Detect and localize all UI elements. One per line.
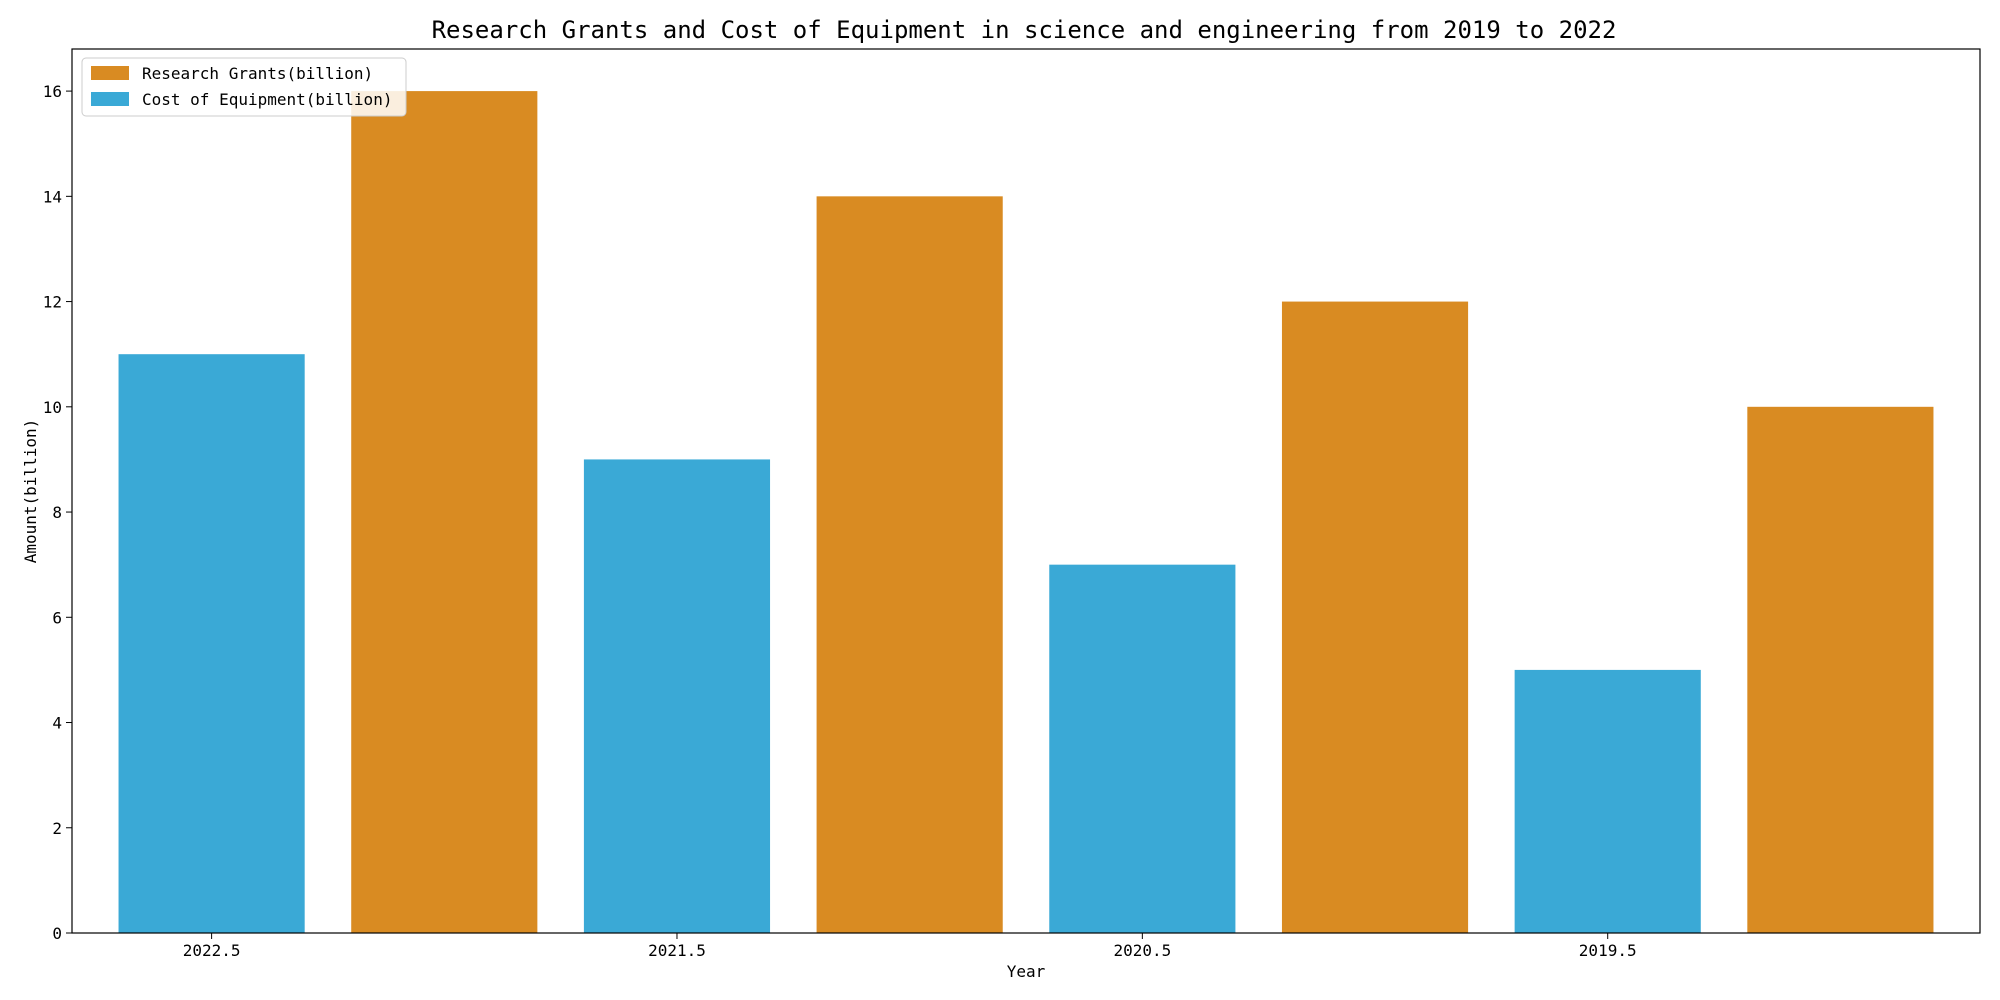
plot-bars: [119, 91, 1934, 933]
x-tick-label-2: 2020.5: [1113, 941, 1171, 960]
y-tick-label-2: 4: [52, 714, 62, 733]
y-tick-label-4: 8: [52, 503, 62, 522]
bar-series-0-2: [1282, 302, 1468, 933]
y-tick-label-5: 10: [43, 398, 62, 417]
bar-series-1-2: [1049, 565, 1235, 933]
y-tick-label-8: 16: [43, 82, 62, 101]
chart-title: Research Grants and Cost of Equipment in…: [432, 16, 1617, 44]
legend: Research Grants(billion) Cost of Equipmen…: [82, 58, 406, 116]
legend-swatch-1: [91, 92, 129, 106]
legend-label-0: Research Grants(billion): [142, 64, 373, 83]
bar-series-0-0: [351, 91, 537, 933]
y-tick-label-6: 12: [43, 293, 62, 312]
x-tick-label-3: 2019.5: [1579, 941, 1637, 960]
y-tick-label-3: 6: [52, 608, 62, 627]
bar-series-0-3: [1747, 407, 1933, 933]
bar-series-1-0: [119, 354, 305, 933]
bar-series-1-3: [1515, 670, 1701, 933]
legend-label-1: Cost of Equipment(billion): [142, 90, 392, 109]
bar-series-1-1: [584, 459, 770, 933]
y-axis: 0 2 4 6 8 10 12 14 16: [43, 82, 72, 943]
x-axis: 2022.5 2021.5 2020.5 2019.5: [183, 933, 1637, 960]
y-tick-label-1: 2: [52, 819, 62, 838]
x-tick-label-0: 2022.5: [183, 941, 241, 960]
legend-swatch-0: [91, 66, 129, 80]
x-axis-label: Year: [1007, 962, 1046, 981]
y-tick-label-0: 0: [52, 924, 62, 943]
x-tick-label-1: 2021.5: [648, 941, 706, 960]
y-axis-label: Amount(billion): [21, 419, 40, 564]
bar-series-0-1: [817, 196, 1003, 933]
y-tick-label-7: 14: [43, 187, 62, 206]
